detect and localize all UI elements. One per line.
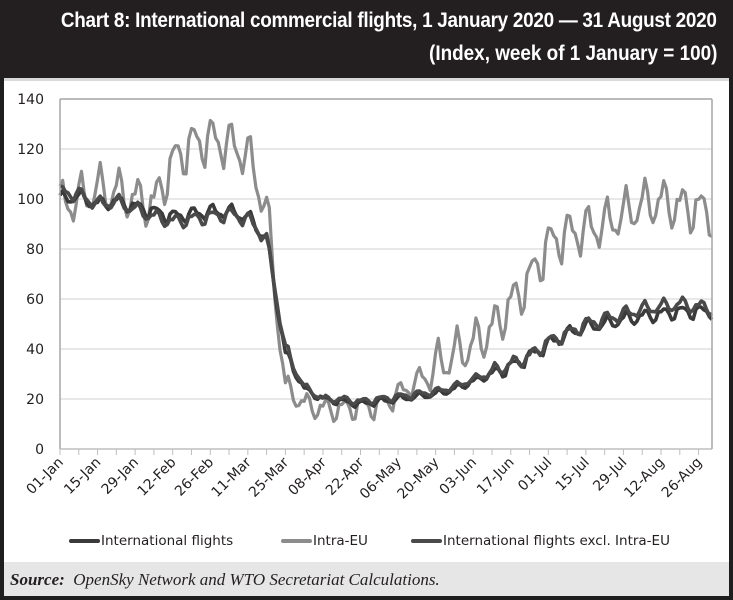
source-text: OpenSky Network and WTO Secretariat Calc… (73, 570, 440, 589)
series-line-international-flights-excl-intra-eu (59, 184, 714, 406)
y-tick-label: 20 (26, 392, 44, 408)
series-lines (58, 118, 714, 424)
x-tick-label: 26-Feb (172, 454, 217, 499)
y-tick-label: 0 (35, 442, 44, 458)
legend-swatch-international-flights (69, 539, 100, 543)
x-tick-label: 15-Jul (553, 455, 593, 495)
y-tick-label: 60 (26, 292, 44, 308)
x-tick-label: 12-Feb (135, 454, 180, 499)
x-tick-label: 01-Jan (24, 455, 67, 498)
x-tick-label: 29-Jan (99, 455, 142, 498)
legend-item-international-flights: International flights (69, 533, 233, 549)
legend-item-international-excl-intra-eu: International flights excl. Intra-EU (411, 533, 670, 549)
x-tick-label: 11-Mar (208, 454, 254, 500)
legend-swatch-international-excl-intra-eu (411, 539, 442, 543)
x-tick-label: 12-Aug (621, 455, 668, 502)
x-tick-label: 03-Jun (437, 455, 481, 499)
chart-subtitle: (Index, week of 1 January = 100) (428, 42, 717, 65)
x-tick-label: 20-May (395, 455, 443, 503)
y-tick-label: 80 (26, 242, 44, 258)
legend-item-intra-eu: Intra-EU (281, 533, 368, 549)
source-footer: Source: OpenSky Network and WTO Secretar… (4, 562, 729, 596)
legend-label: International flights excl. Intra-EU (443, 533, 670, 549)
chart-title: Chart 8: International commercial flight… (61, 9, 717, 32)
gridlines (60, 98, 712, 400)
x-tick-label: 08-Apr (285, 454, 330, 499)
legend-label: Intra-EU (313, 533, 368, 549)
chart-panel (4, 78, 729, 565)
y-axis-ticks: 0 20 40 60 80 100 120 140 (17, 92, 44, 458)
y-tick-label: 120 (17, 142, 44, 158)
series-line-intra-eu (58, 118, 713, 424)
x-tick-label: 01-Jul (515, 455, 555, 495)
x-tick-label: 17-Jun (474, 455, 518, 499)
plot-frame (59, 98, 713, 450)
x-tick-label: 15-Jan (61, 455, 104, 498)
legend-label: International flights (101, 533, 234, 549)
x-axis-ticks: 01-Jan15-Jan29-Jan12-Feb26-Feb11-Mar25-M… (24, 449, 706, 503)
y-tick-label: 140 (17, 92, 44, 108)
chart-header: Chart 8: International commercial flight… (0, 0, 733, 78)
legend-swatch-intra-eu (281, 539, 312, 543)
source-label: Source: (10, 570, 65, 589)
legend: International flights Intra-EU Internati… (0, 530, 733, 556)
x-tick-label: 26-Aug (659, 455, 706, 502)
x-tick-label: 25-Mar (246, 454, 292, 500)
source-note: Source: OpenSky Network and WTO Secretar… (10, 570, 440, 590)
y-tick-label: 100 (17, 192, 44, 208)
y-tick-label: 40 (26, 342, 44, 358)
